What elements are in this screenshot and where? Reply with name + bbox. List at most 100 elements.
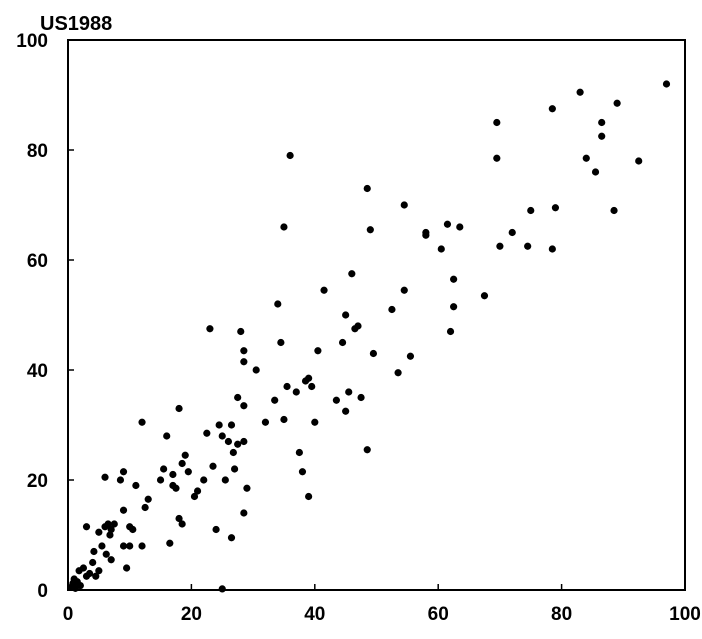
data-point (298, 468, 307, 476)
data-point (240, 509, 248, 517)
data-point (437, 245, 445, 253)
data-point (292, 388, 300, 396)
data-point (178, 459, 186, 468)
data-point (406, 352, 415, 360)
data-point (342, 311, 350, 319)
data-point (209, 462, 217, 470)
data-point (101, 473, 109, 481)
data-point (240, 358, 248, 366)
data-point (218, 585, 226, 593)
data-point (193, 487, 202, 495)
data-point (110, 520, 118, 528)
data-point (308, 382, 316, 391)
data-point (166, 539, 174, 547)
data-point (175, 404, 183, 413)
data-point (394, 369, 402, 377)
data-point (496, 242, 504, 250)
y-tick-label: 80 (27, 141, 48, 162)
data-point (591, 168, 600, 176)
data-point (234, 440, 242, 448)
data-point (598, 132, 606, 140)
data-point (345, 388, 353, 396)
data-point (200, 476, 208, 484)
data-point (635, 157, 643, 165)
x-tick-label: 100 (669, 604, 701, 625)
data-point (610, 206, 618, 215)
data-point (160, 465, 168, 473)
data-point (181, 451, 189, 459)
data-point (480, 292, 489, 300)
data-point (582, 154, 590, 162)
data-point (527, 206, 535, 215)
data-point (98, 542, 106, 550)
data-point (363, 446, 371, 454)
data-point (295, 448, 303, 457)
data-point (218, 432, 226, 440)
data-point (338, 338, 347, 347)
data-point (576, 88, 584, 96)
data-point (129, 525, 137, 534)
data-point (227, 534, 236, 542)
data-point (354, 322, 362, 330)
data-point (90, 547, 98, 556)
data-point (366, 226, 374, 234)
data-point (456, 223, 464, 231)
data-point (123, 564, 131, 572)
data-point (443, 220, 452, 228)
data-point (613, 99, 621, 107)
data-point (314, 347, 322, 355)
data-point (215, 421, 223, 429)
data-point (252, 366, 260, 374)
data-point (221, 476, 229, 484)
data-point (156, 476, 165, 484)
y-tick-label: 100 (16, 31, 48, 52)
data-point (116, 476, 125, 484)
y-tick-label: 60 (27, 251, 48, 272)
data-point (271, 396, 279, 404)
data-point (212, 525, 220, 534)
data-point (95, 528, 103, 536)
y-axis-label: US1988 (40, 13, 112, 35)
data-point (82, 523, 91, 531)
data-point (92, 572, 100, 580)
data-point (305, 374, 313, 382)
data-point (548, 105, 556, 113)
data-point (95, 567, 103, 575)
data-point (240, 402, 248, 410)
data-point (89, 558, 97, 567)
data-point (107, 556, 115, 564)
data-point (138, 542, 146, 550)
data-point (230, 465, 239, 473)
data-point (119, 506, 128, 514)
data-point (178, 520, 186, 528)
data-point (369, 349, 378, 358)
data-point (446, 327, 455, 336)
data-point (450, 275, 458, 283)
x-tick-label: 40 (304, 604, 325, 625)
data-point (286, 151, 294, 160)
data-point (240, 347, 248, 355)
data-point (283, 382, 291, 391)
data-point (305, 492, 313, 501)
data-point (76, 582, 84, 590)
data-point (240, 437, 248, 446)
data-point (106, 531, 114, 539)
data-point (104, 520, 112, 528)
x-tick-label: 60 (428, 604, 449, 625)
data-point (163, 432, 171, 440)
data-point (363, 184, 371, 193)
data-point (280, 415, 288, 424)
data-point (169, 470, 177, 479)
data-point (237, 327, 245, 336)
data-point (332, 396, 340, 404)
data-point (422, 228, 430, 237)
data-point (280, 223, 288, 231)
data-point (119, 468, 128, 476)
y-axis-ticks: 0 20 40 60 80 100 (16, 31, 74, 602)
data-point (234, 393, 242, 402)
data-point (175, 514, 183, 523)
data-point (311, 418, 319, 426)
data-point (357, 393, 365, 402)
x-tick-label: 0 (63, 604, 74, 625)
